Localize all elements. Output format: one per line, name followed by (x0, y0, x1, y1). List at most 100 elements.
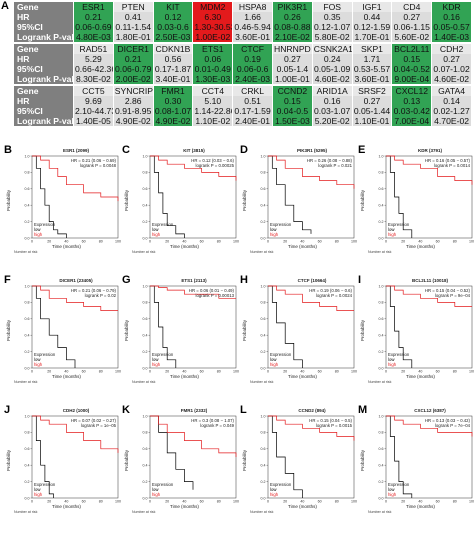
x-tick-label: 20 (283, 370, 287, 374)
legend-title: Expression (270, 352, 292, 357)
table-cell: 4.60E-02 (432, 74, 471, 84)
table-cell: 1.14-22.86 (193, 106, 233, 116)
x-tick-label: 40 (64, 500, 68, 504)
table-cell: 0.91-8.95 (113, 106, 153, 116)
legend-low: low (34, 487, 41, 492)
x-tick-label: 60 (82, 240, 86, 244)
km-hr: HR = 0.07 (0.02 − 0.27) (70, 418, 116, 423)
km-hr: HR = 0.15 (0.04 − 0.5) (309, 418, 352, 423)
table-cell: 5.29 (74, 54, 113, 64)
y-tick-label: 1.0 (143, 284, 148, 288)
x-tick-label: 0 (149, 370, 151, 374)
km-hr: HR = 0.3 (0.08 − 1.07) (191, 418, 234, 423)
x-tick-label: 80 (453, 500, 457, 504)
legend-high: high (270, 362, 279, 367)
table-cell: 1.00E-01 (272, 74, 312, 84)
x-tick-label: 80 (453, 240, 457, 244)
km-line-low (32, 285, 76, 368)
row-label: Gene (14, 2, 73, 12)
table-cell: 5.10 (193, 96, 233, 106)
x-tick-label: 40 (418, 370, 422, 374)
table-row: 95%CI 0.06-0.69 0.11-1.54 0.03-0.6 1.30-30.5… (14, 22, 471, 32)
panel-letter: E (358, 144, 366, 156)
km-line-high (32, 155, 119, 202)
km-risk-label: Number at risk (14, 250, 38, 254)
km-hr: HR = 0.19 (0.06 − 0.6) (309, 288, 352, 293)
km-ylabel: Probability (360, 319, 366, 342)
table-cell: 0.17-1.59 (233, 106, 272, 116)
x-tick-label: 40 (300, 240, 304, 244)
x-tick-label: 40 (418, 500, 422, 504)
table-cell: 4.90E-02 (113, 116, 153, 126)
km-pvalue: logrank P = 0.0015 (315, 423, 352, 428)
x-tick-label: 100 (233, 370, 239, 374)
y-tick-label: 1.0 (25, 414, 30, 418)
legend-low: low (388, 487, 395, 492)
x-tick-label: 40 (182, 370, 186, 374)
table-row: Logrank P-value8.30E-022.00E-023.40E-011… (14, 74, 471, 84)
km-plot: ETS1 (2113) 0.0 0.2 0.4 0.6 0.8 1.0 0 20 40 60 80 10… (124, 278, 239, 398)
km-line-high (32, 415, 119, 453)
y-tick-label: 0.2 (379, 480, 384, 484)
km-xlabel: Time (months) (406, 504, 435, 509)
panel-letter: D (240, 144, 248, 156)
y-tick-label: 0.8 (261, 431, 266, 435)
km-risk-label: Number at risk (250, 380, 274, 384)
x-tick-label: 100 (469, 370, 474, 374)
y-tick-label: 0.4 (25, 464, 30, 468)
x-tick-label: 40 (182, 240, 186, 244)
y-tick-label: 0.4 (143, 464, 148, 468)
row-label: 95%CI (14, 106, 73, 116)
km-legend: Expression low high (34, 222, 55, 237)
x-tick-label: 100 (115, 500, 121, 504)
table-cell: 0.05-0.57 (432, 22, 471, 32)
table-cell: 1.71 (352, 54, 392, 64)
row-label: HR (14, 12, 73, 22)
km-legend: Expression low high (388, 352, 409, 367)
table-cell: 9.00E-04 (392, 74, 432, 84)
legend-low: low (270, 227, 277, 232)
y-tick-label: 0.0 (379, 496, 384, 500)
km-ylabel: Probability (360, 449, 366, 472)
km-risk-label: Number at risk (368, 380, 392, 384)
km-hr: HR = 0.15 (0.04 − 0.52) (424, 288, 470, 293)
km-pvalue: logrank P = 0.0024 (315, 293, 352, 298)
table-cell: 0.06-1.15 (392, 22, 432, 32)
panel-letter: G (122, 274, 131, 286)
plot-frame (31, 415, 119, 499)
km-legend: Expression low high (34, 482, 55, 497)
table-cell: DICER1 (113, 44, 153, 54)
km-plot: CCND2 (894) 0.0 0.2 0.4 0.6 0.8 1.0 0 20 40 60 80 10… (242, 408, 357, 528)
legend-high: high (152, 492, 161, 497)
panel-letter: F (4, 274, 11, 286)
table-cell: CDH2 (432, 44, 471, 54)
km-title: CCND2 (894) (298, 408, 326, 413)
table-cell: 0.41 (113, 12, 153, 22)
km-risk-label: Number at risk (368, 250, 392, 254)
y-tick-label: 0.4 (143, 204, 148, 208)
table-cell: GATA4 (432, 86, 471, 96)
table-cell: 1.10E-02 (193, 116, 233, 126)
panel-letter: C (122, 144, 130, 156)
km-legend: Expression low high (388, 482, 409, 497)
table-cell: 0.15 (392, 54, 432, 64)
table-cell: 0.08-1.07 (153, 106, 193, 116)
table-cell: SRSF2 (352, 86, 392, 96)
km-stats: HR = 0.21 (0.06 − 0.79) logrank P = 0.02 (71, 288, 116, 298)
table-cell: 2.00E-02 (113, 74, 153, 84)
legend-high: high (152, 232, 161, 237)
y-tick-label: 0.8 (143, 171, 148, 175)
table-cell: 7.00E-04 (392, 116, 432, 126)
table-cell: PTEN (113, 2, 153, 12)
km-ylabel: Probability (6, 449, 12, 472)
km-plot: CTCF (10664) 0.0 0.2 0.4 0.6 0.8 1.0 0 20 40 60 80 1… (242, 278, 357, 398)
table-cell: 0.15 (272, 96, 312, 106)
y-tick-label: 0.0 (143, 236, 148, 240)
y-tick-label: 0.4 (25, 204, 30, 208)
x-tick-label: 60 (318, 240, 322, 244)
legend-high: high (152, 362, 161, 367)
panel-letter: I (358, 274, 362, 286)
table-cell: 0.56 (153, 54, 193, 64)
y-tick-label: 1.0 (25, 284, 30, 288)
km-line-high (268, 155, 355, 189)
